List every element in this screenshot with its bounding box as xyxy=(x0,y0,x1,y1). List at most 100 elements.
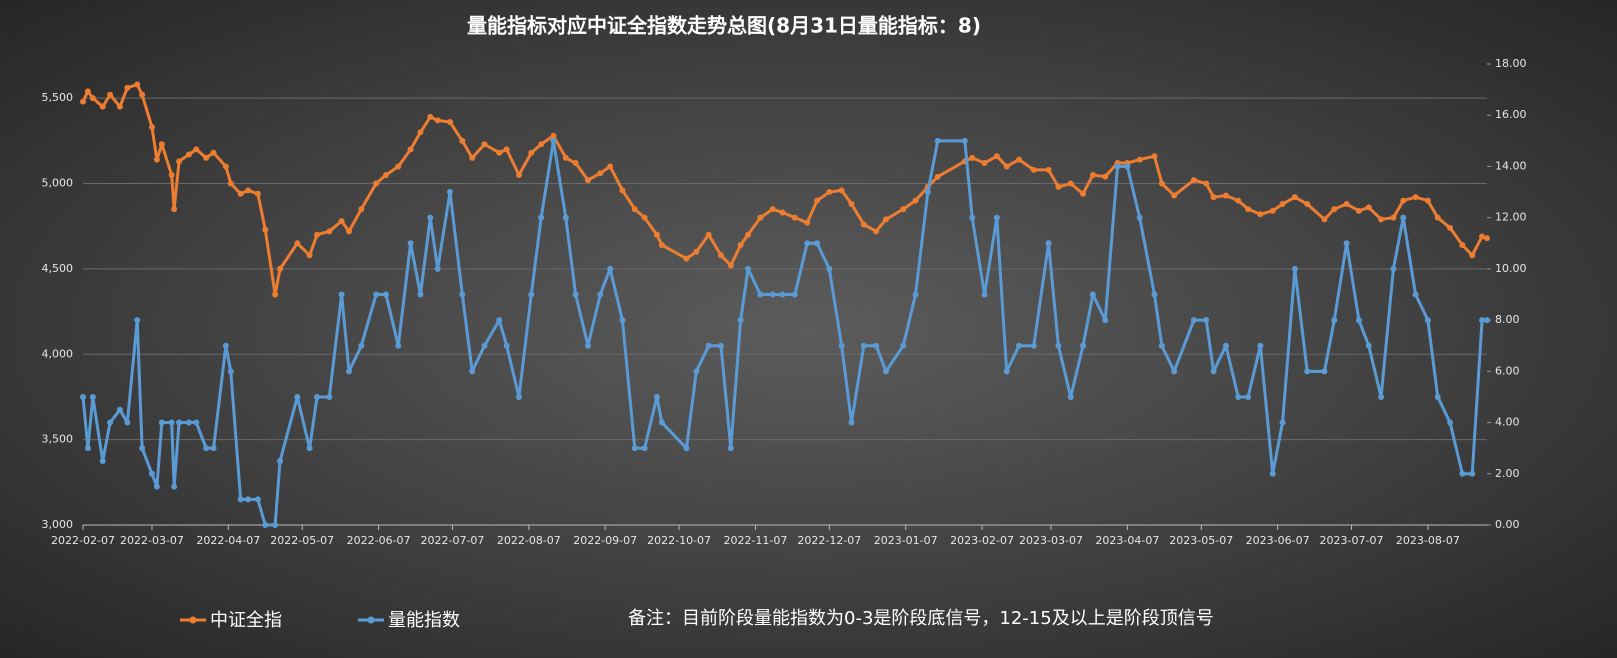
data-point xyxy=(717,252,724,259)
data-point xyxy=(860,342,867,349)
data-point xyxy=(826,189,833,196)
data-point xyxy=(1257,342,1264,349)
data-point xyxy=(171,206,178,213)
data-point xyxy=(447,119,454,126)
data-point xyxy=(1378,393,1385,400)
data-point xyxy=(358,206,365,213)
data-point xyxy=(168,171,175,178)
data-point xyxy=(804,240,811,247)
data-point xyxy=(848,419,855,426)
data-point xyxy=(641,445,648,452)
data-point xyxy=(1124,163,1131,170)
data-point xyxy=(1365,342,1372,349)
data-point xyxy=(1171,368,1178,375)
data-point xyxy=(619,187,626,194)
data-point xyxy=(277,265,284,272)
x-tick-label: 2022-09-07 xyxy=(573,534,637,547)
data-point xyxy=(1424,197,1431,204)
data-point xyxy=(1210,368,1217,375)
data-point xyxy=(272,291,279,298)
data-point xyxy=(185,419,192,426)
data-point xyxy=(1080,190,1087,197)
data-point xyxy=(1479,233,1486,240)
data-point xyxy=(407,146,414,153)
data-point xyxy=(745,265,752,272)
data-point xyxy=(860,221,867,228)
y2-tick-label: 4.00 xyxy=(1495,416,1520,429)
data-point xyxy=(515,171,522,178)
data-point xyxy=(1355,207,1362,214)
data-point xyxy=(717,342,724,349)
data-point xyxy=(515,393,522,400)
data-point xyxy=(1400,214,1407,221)
data-point xyxy=(848,201,855,208)
x-tick-label: 2022-03-07 xyxy=(120,534,184,547)
data-point xyxy=(227,368,234,375)
data-point xyxy=(176,419,183,426)
data-point xyxy=(203,445,210,452)
data-point xyxy=(1235,197,1242,204)
data-point xyxy=(1484,235,1490,242)
data-point xyxy=(116,406,123,413)
data-point xyxy=(107,419,114,426)
data-point xyxy=(607,265,614,272)
data-point xyxy=(757,291,764,298)
data-point xyxy=(619,317,626,324)
data-point xyxy=(1222,342,1229,349)
data-point xyxy=(306,445,313,452)
data-point xyxy=(1331,317,1338,324)
data-point xyxy=(737,241,744,248)
data-point xyxy=(139,91,146,98)
data-point xyxy=(1343,240,1350,247)
data-point xyxy=(779,209,786,216)
x-tick-label: 2023-02-07 xyxy=(950,534,1014,547)
data-point xyxy=(1190,317,1197,324)
data-point xyxy=(658,419,665,426)
data-point xyxy=(503,342,510,349)
x-tick-label: 2023-08-07 xyxy=(1396,534,1460,547)
data-point xyxy=(727,445,734,452)
data-point xyxy=(1245,393,1252,400)
x-tick-label: 2022-02-07 xyxy=(51,534,115,547)
data-point xyxy=(584,342,591,349)
data-point xyxy=(1003,163,1010,170)
x-tick-label: 2022-04-07 xyxy=(196,534,260,547)
data-point xyxy=(1257,211,1264,218)
data-point xyxy=(562,154,569,161)
data-point xyxy=(683,255,690,262)
data-point xyxy=(1203,180,1210,187)
y-tick-label: 5,500 xyxy=(42,91,74,104)
data-point xyxy=(1158,342,1165,349)
data-point xyxy=(1434,214,1441,221)
data-point xyxy=(572,291,579,298)
data-point xyxy=(562,214,569,221)
data-point xyxy=(791,214,798,221)
y-tick-label: 5,000 xyxy=(42,177,74,190)
data-point xyxy=(306,252,313,259)
data-point xyxy=(407,240,414,247)
data-point xyxy=(158,141,165,148)
data-point xyxy=(745,231,752,238)
y2-tick-label: 8.00 xyxy=(1495,313,1520,326)
data-point xyxy=(705,342,712,349)
data-point xyxy=(1203,317,1210,324)
data-point xyxy=(779,291,786,298)
data-point xyxy=(326,228,333,235)
data-point xyxy=(99,103,106,110)
data-point xyxy=(1089,291,1096,298)
data-point xyxy=(272,522,279,528)
data-point xyxy=(934,137,941,144)
data-point xyxy=(658,241,665,248)
data-point xyxy=(314,393,320,400)
data-point xyxy=(148,124,155,131)
data-point xyxy=(653,231,660,238)
data-point xyxy=(1447,419,1454,426)
data-point xyxy=(1479,317,1486,324)
data-point xyxy=(158,419,165,426)
data-point xyxy=(237,496,244,503)
data-point xyxy=(1030,166,1037,173)
data-point xyxy=(148,470,155,477)
series-line xyxy=(81,82,1488,296)
data-point xyxy=(538,214,545,221)
